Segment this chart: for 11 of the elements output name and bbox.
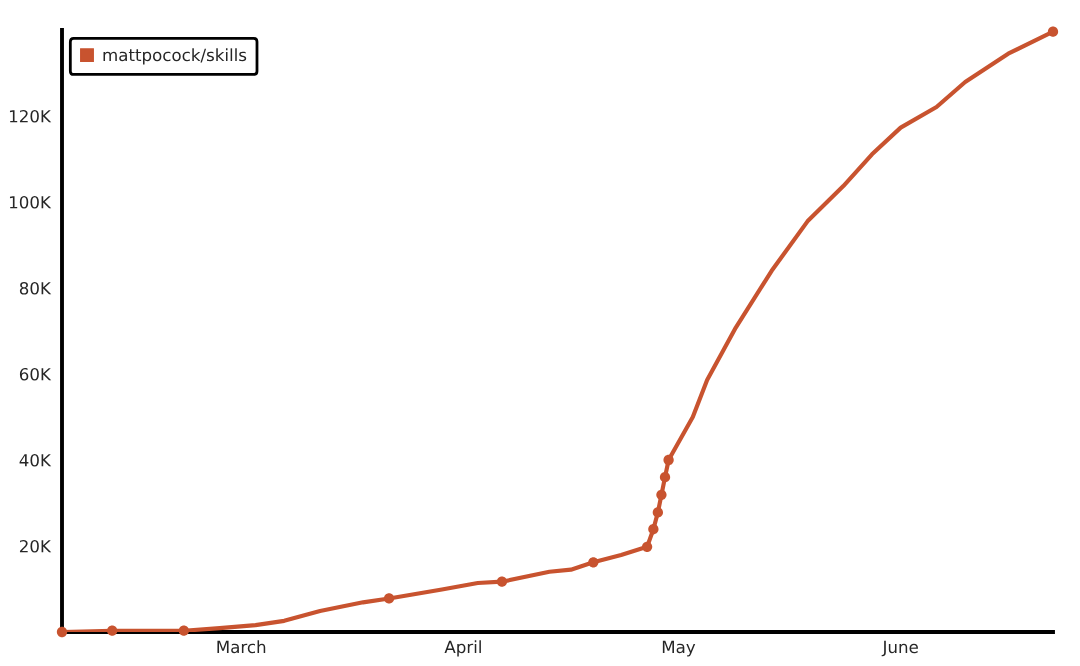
x-tick-label: May [662, 640, 696, 657]
y-tick-label: 80K [19, 281, 52, 295]
y-tick-label: 60K [19, 367, 52, 381]
y-tick-label: 40K [19, 453, 52, 467]
legend-label: mattpocock/skills [103, 48, 247, 65]
y-tick-label: 100K [9, 195, 52, 209]
y-tick-label: 120K [9, 109, 52, 123]
x-tick-label: June [881, 640, 918, 657]
x-tick-label: March [217, 640, 266, 654]
x-tick-label: April [444, 640, 481, 657]
y-tick-label: 20K [19, 539, 52, 553]
